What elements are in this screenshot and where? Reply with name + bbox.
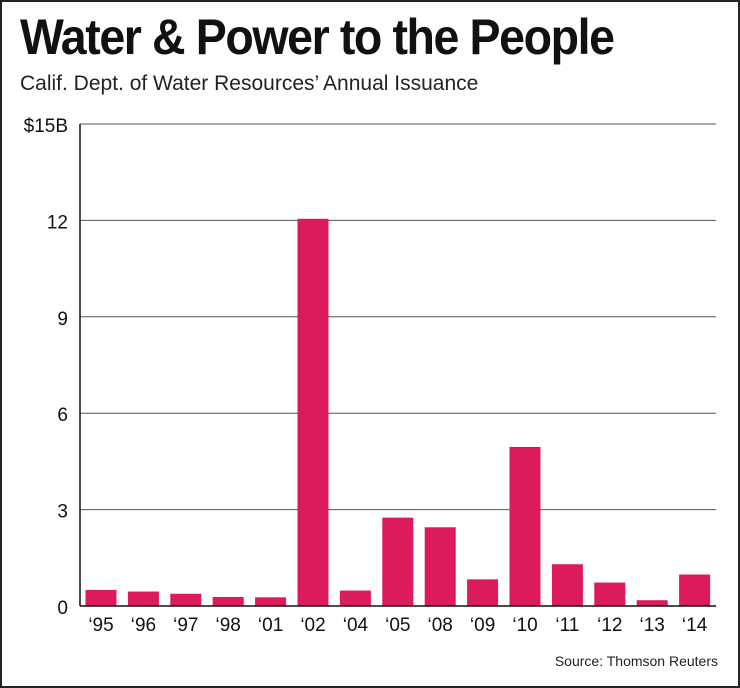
bar [339, 590, 371, 606]
y-tick-label: $15B [24, 116, 68, 137]
bar [212, 597, 244, 606]
y-tick-label: 12 [47, 212, 68, 233]
bar [551, 564, 583, 606]
bar [255, 597, 287, 606]
bar [170, 593, 202, 606]
bar [679, 574, 711, 606]
bar [467, 579, 499, 606]
source-note: Source: Thomson Reuters [554, 653, 718, 669]
bar [382, 517, 414, 606]
x-tick-label: ‘09 [470, 615, 495, 636]
x-tick-label: ‘01 [258, 615, 283, 636]
x-tick-label: ‘05 [385, 615, 410, 636]
bar [424, 527, 456, 606]
y-tick-label: 0 [57, 598, 68, 619]
x-tick-label: ‘11 [555, 615, 579, 636]
bar [509, 446, 541, 606]
chart-title: Water & Power to the People [20, 9, 615, 65]
chart-subtitle: Calif. Dept. of Water Resources’ Annual … [20, 72, 479, 95]
y-tick-label: 3 [57, 502, 68, 523]
y-tick-label: 9 [57, 309, 68, 330]
bar [297, 218, 329, 606]
x-tick-label: ‘02 [300, 615, 325, 636]
y-tick-label: 6 [57, 405, 68, 426]
bar [127, 591, 159, 606]
x-tick-label: ‘95 [88, 615, 113, 636]
bar [85, 589, 117, 606]
x-tick-label: ‘14 [682, 615, 708, 636]
x-tick-label: ‘10 [512, 615, 537, 636]
bar [636, 600, 668, 606]
x-tick-label: ‘98 [216, 615, 241, 636]
x-tick-label: ‘96 [131, 615, 156, 636]
x-tick-label: ‘04 [343, 615, 369, 636]
x-tick-label: ‘12 [597, 615, 622, 636]
bar [594, 582, 626, 606]
x-tick-label: ‘08 [428, 615, 453, 636]
x-tick-label: ‘97 [173, 615, 198, 636]
x-tick-label: ‘13 [640, 615, 665, 636]
